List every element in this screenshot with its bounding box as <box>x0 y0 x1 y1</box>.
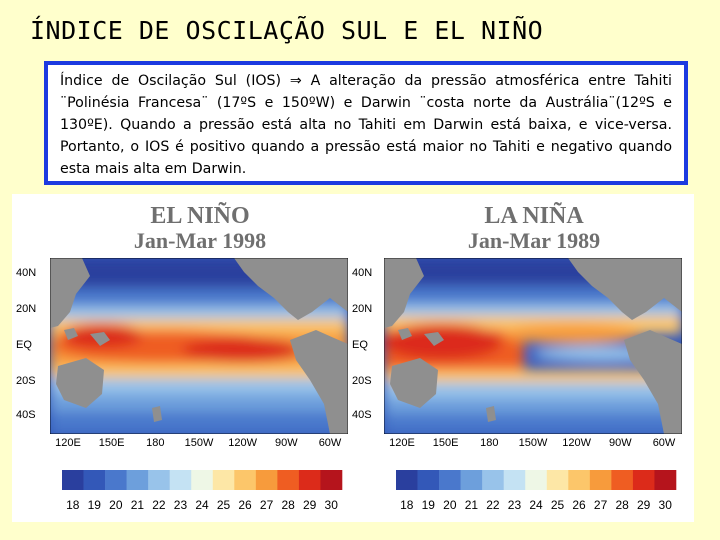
colorbar-swatch <box>83 470 106 490</box>
lat-label: 40S <box>16 409 36 421</box>
map-la-nina <box>384 258 682 434</box>
colorbar-swatch <box>396 470 418 490</box>
colorbar-swatch <box>277 470 300 490</box>
colorbar-label: 20 <box>443 498 457 512</box>
colorbar-swatch <box>62 470 84 490</box>
colorbar-swatch <box>654 470 677 490</box>
colorbar-label: 28 <box>281 498 295 512</box>
slide-title: ÍNDICE DE OSCILAÇÃO SUL E EL NIÑO <box>30 16 544 45</box>
colorbar-label: 22 <box>486 498 500 512</box>
colorbar-label: 24 <box>529 498 543 512</box>
colorbar-left <box>62 470 343 490</box>
la-nina-title: LA NIÑA <box>484 203 584 229</box>
colorbar-label: 19 <box>421 498 435 512</box>
lon-label: 180 <box>146 437 165 449</box>
colorbar-swatch <box>611 470 634 490</box>
land-left <box>50 258 348 434</box>
colorbar-label: 26 <box>238 498 252 512</box>
colorbar-swatch <box>482 470 504 490</box>
colorbar-swatch <box>439 470 461 490</box>
lat-label: 20N <box>16 303 37 315</box>
colorbar-swatch <box>525 470 548 490</box>
lat-label: 20S <box>352 375 372 387</box>
lon-label: 120E <box>55 437 81 449</box>
lat-label: 40S <box>352 409 372 421</box>
lon-label: 120E <box>389 437 415 449</box>
lat-label: 40N <box>16 267 37 279</box>
colorbar-label: 21 <box>464 498 479 512</box>
colorbar-label: 28 <box>615 498 629 512</box>
lon-label: 90W <box>609 437 632 449</box>
colorbar-label: 29 <box>303 498 317 512</box>
land-right <box>384 258 682 434</box>
lat-label: EQ <box>16 339 32 351</box>
colorbar-swatch <box>460 470 483 490</box>
right-panel-title: LA NIÑA Jan-Mar 1989 <box>424 204 644 252</box>
colorbar-label: 25 <box>216 498 231 512</box>
colorbar-swatch <box>255 470 278 490</box>
colorbar-swatch <box>503 470 526 490</box>
colorbar-swatch <box>148 470 170 490</box>
map-el-nino <box>50 258 348 434</box>
lon-label: 60W <box>318 437 342 449</box>
colorbar-swatch <box>632 470 655 490</box>
description-box: Índice de Oscilação Sul (IOS) ⇒ A altera… <box>44 61 688 185</box>
colorbar-swatch <box>589 470 612 490</box>
colorbar-swatch <box>417 470 440 490</box>
colorbar-swatch <box>105 470 127 490</box>
colorbar-swatch <box>568 470 591 490</box>
la-nina-subtitle: Jan-Mar 1989 <box>467 228 601 253</box>
colorbar-label: 24 <box>195 498 209 512</box>
sst-maps <box>50 258 682 490</box>
colorbar-label: 23 <box>507 498 522 512</box>
description-text: Índice de Oscilação Sul (IOS) ⇒ A altera… <box>60 73 672 177</box>
colorbar-label: 20 <box>109 498 123 512</box>
lon-label: 120W <box>562 437 592 449</box>
lon-label: 150W <box>518 437 548 449</box>
colorbar-swatch <box>298 470 321 490</box>
colorbar-swatch <box>320 470 343 490</box>
lon-label: 60W <box>652 437 676 449</box>
colorbar-label: 19 <box>87 498 101 512</box>
lon-label: 180 <box>480 437 499 449</box>
lon-label: 120W <box>228 437 258 449</box>
colorbar-label: 30 <box>658 498 672 512</box>
lat-label: 20N <box>352 303 373 315</box>
lon-label: 150E <box>98 437 125 449</box>
lon-label: 150W <box>184 437 214 449</box>
colorbar-swatch <box>212 470 235 490</box>
colorbar-swatch <box>126 470 149 490</box>
colorbar-label: 27 <box>259 498 274 512</box>
el-nino-title: EL NIÑO <box>150 203 250 229</box>
sst-figure: EL NIÑO Jan-Mar 1998 LA NIÑA Jan-Mar 198… <box>12 194 694 522</box>
lon-label: 150E <box>432 437 459 449</box>
colorbar-label: 25 <box>550 498 565 512</box>
lat-label: EQ <box>352 339 368 351</box>
el-nino-subtitle: Jan-Mar 1998 <box>133 228 267 253</box>
colorbar-label: 29 <box>637 498 651 512</box>
colorbar-label: 26 <box>572 498 586 512</box>
colorbar-label: 18 <box>66 498 80 512</box>
colorbar-swatch <box>234 470 257 490</box>
lat-label: 40N <box>352 267 373 279</box>
colorbar-label: 21 <box>130 498 145 512</box>
colorbar-swatch <box>191 470 214 490</box>
colorbar-swatch <box>546 470 569 490</box>
left-panel-title: EL NIÑO Jan-Mar 1998 <box>90 204 310 252</box>
colorbar-right <box>396 470 677 490</box>
colorbar-swatch <box>169 470 192 490</box>
colorbar-label: 27 <box>593 498 608 512</box>
colorbar-label: 23 <box>173 498 188 512</box>
lon-label: 90W <box>275 437 298 449</box>
colorbar-label: 18 <box>400 498 414 512</box>
colorbar-label: 22 <box>152 498 166 512</box>
colorbar-label: 30 <box>324 498 338 512</box>
lat-label: 20S <box>16 375 36 387</box>
